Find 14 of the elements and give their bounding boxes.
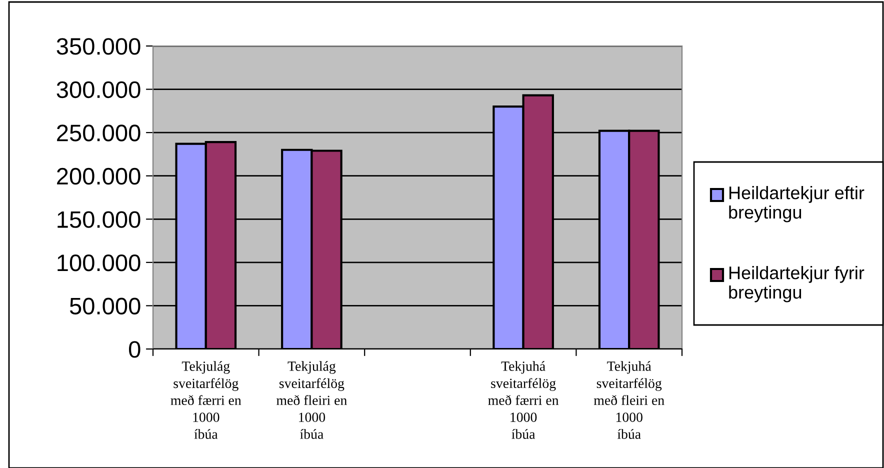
- y-tick-label: 50.000: [70, 298, 140, 314]
- x-tick-label: Tekjuhá sveitarfélög með fleiri en 1000 íbúa: [594, 361, 664, 439]
- legend-label: Heildartekjur fyrir breytingu: [729, 266, 864, 302]
- y-tick-label: 0: [128, 341, 140, 358]
- x-tick-label: Tekjuhá sveitarfélög með færri en 1000 íbúa: [488, 361, 559, 439]
- y-tick-label: 350.000: [56, 38, 140, 55]
- y-tick-label: 100.000: [58, 254, 140, 272]
- x-tick-label: Tekjulág sveitarfélög með færri en 1000 íbúa: [170, 361, 242, 439]
- x-tick-label: Tekjulág sveitarfélög með fleiri en 1000 íbúa: [276, 361, 347, 439]
- legend-label: Heildartekjur eftir breytingu: [729, 186, 864, 222]
- y-tick-label: 200.000: [57, 168, 140, 185]
- y-tick-label: 150.000: [58, 211, 140, 228]
- y-tick-label: 300.000: [56, 81, 140, 98]
- y-tick-label: 250.000: [57, 124, 140, 142]
